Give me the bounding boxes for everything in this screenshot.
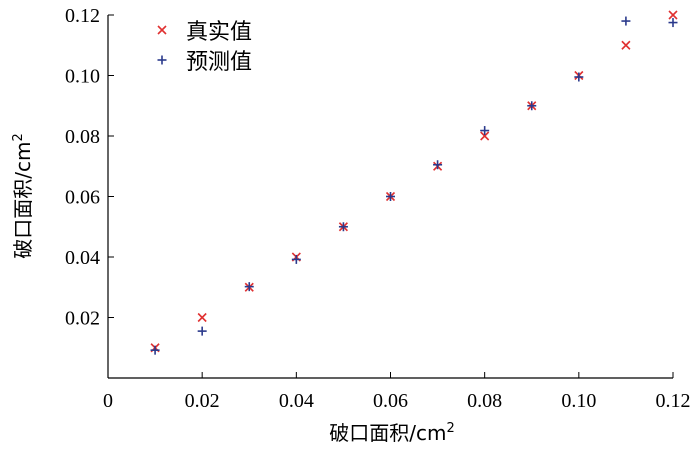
data-point	[480, 131, 490, 141]
x-tick-label: 0.04	[279, 390, 314, 412]
data-point	[291, 254, 301, 264]
y-tick-label: 0.04	[65, 247, 100, 269]
x-axis-title: 破口面积/cm2	[329, 421, 455, 445]
data-point	[621, 40, 631, 50]
legend-item: 真实值	[157, 20, 252, 45]
data-point	[150, 345, 160, 355]
data-point	[197, 312, 207, 323]
data-point	[480, 126, 490, 136]
x-axis-title-text: 破口面积/cm	[329, 421, 446, 445]
x-tick-label: 0.08	[467, 390, 502, 412]
y-tick-label: 0.06	[65, 187, 100, 209]
y-tick-label: 0.08	[65, 126, 100, 148]
x-tick-label: 0.10	[561, 390, 596, 412]
series-2	[150, 16, 678, 355]
x-axis-title-sup: 2	[446, 421, 454, 436]
legend-label: 预测值	[186, 50, 252, 75]
legend-marker	[157, 55, 167, 65]
data-point	[433, 160, 443, 170]
data-point	[197, 326, 207, 336]
data-point	[244, 282, 254, 292]
x-tick-label: 0	[103, 390, 113, 412]
y-tick-label: 0.02	[65, 308, 100, 330]
y-axis-title-sup: 2	[11, 133, 26, 141]
legend-marker	[157, 25, 167, 35]
x-tick-label: 0.02	[185, 390, 220, 412]
data-point	[668, 18, 678, 28]
y-tick-label: 0.10	[65, 66, 100, 88]
data-point	[386, 192, 395, 201]
data-point	[668, 10, 678, 20]
x-tick-label: 0.12	[656, 390, 691, 412]
legend-item: 预测值	[157, 50, 252, 75]
x-tick-label: 0.06	[373, 390, 408, 412]
ticks: 0 0.02 0.04 0.06 0.08 0.10 0.12 0.02 0.04 0.06 0.0…	[65, 5, 691, 412]
data-point	[338, 222, 348, 232]
y-axis-title: 破口面积/cm2	[11, 133, 35, 259]
data-point	[527, 101, 537, 111]
y-tick-label: 0.12	[65, 5, 100, 27]
data-point	[574, 72, 584, 82]
data-point	[621, 16, 631, 26]
legend-label: 真实值	[186, 20, 252, 45]
data-series	[150, 10, 678, 355]
y-axis-title-text: 破口面积/cm	[11, 142, 35, 259]
